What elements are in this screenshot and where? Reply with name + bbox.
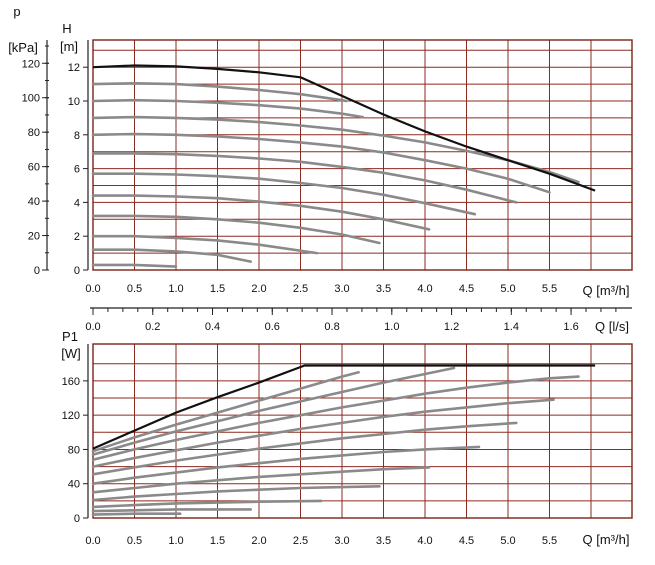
upper-x-axis-title: Q [m³/h]: [583, 283, 630, 298]
speed-curve: [91, 499, 323, 509]
speed-curve: [91, 466, 431, 494]
x-tick-label: 5.0: [500, 535, 515, 547]
plot-frame: [92, 39, 633, 271]
y-tick-label: 12: [68, 62, 80, 74]
y-tick-label: 0: [74, 265, 80, 277]
y-tick-label: 80: [68, 444, 80, 456]
max-envelope-curve: [92, 64, 596, 192]
kpa-tick-label: 20: [28, 231, 40, 243]
speed-curve: [91, 485, 381, 502]
upper-left-axis-title-H: H: [62, 21, 71, 36]
x-tick-label: 5.0: [500, 283, 515, 295]
ls-axis-title: Q [l/s]: [595, 319, 629, 334]
speed-curve: [91, 375, 580, 461]
lower-left-axis-title-W: [W]: [61, 346, 81, 361]
y-tick-label: 2: [74, 231, 80, 243]
x-tick-label: 2.0: [251, 283, 266, 295]
speed-curve: [91, 398, 555, 468]
ls-tick-label: 0.6: [265, 321, 280, 333]
ls-tick-label: 0.8: [324, 321, 339, 333]
speed-curve: [91, 115, 580, 184]
x-tick-label: 3.5: [376, 283, 391, 295]
speed-curve: [91, 234, 319, 255]
lower-left-axis-title-P1: P1: [62, 329, 78, 344]
x-tick-label: 5.5: [542, 535, 557, 547]
x-tick-label: 0.0: [85, 535, 100, 547]
speed-curve: [91, 512, 182, 516]
x-tick-label: 4.0: [417, 535, 432, 547]
ls-tick-label: 1.4: [504, 321, 519, 333]
speed-curve: [91, 132, 551, 194]
x-tick-label: 4.5: [459, 283, 474, 295]
x-tick-label: 1.0: [168, 283, 183, 295]
ls-tick-label: 1.2: [444, 321, 459, 333]
y-tick-label: 10: [68, 96, 80, 108]
x-tick-label: 1.0: [168, 535, 183, 547]
speed-curve: [91, 172, 477, 216]
x-tick-label: 3.0: [334, 283, 349, 295]
speed-curve: [91, 366, 456, 456]
ls-tick-label: 1.6: [563, 321, 578, 333]
speed-curve: [91, 263, 178, 268]
power-chart-panel: 0 40 80 120 160 0.0 0.5 1.0 1.5 2.0 2.5 3.0 3.5 4.0 4.…: [62, 343, 633, 547]
y-tick-label: 120: [62, 410, 80, 422]
ls-tick-label: 1.0: [384, 321, 399, 333]
speed-curve: [91, 152, 518, 204]
x-tick-label: 5.5: [542, 283, 557, 295]
x-tick-label: 4.5: [459, 535, 474, 547]
y-tick-label: 160: [62, 376, 80, 388]
speed-curve: [91, 248, 252, 263]
upper-left-axis-title-m: [m]: [60, 39, 78, 54]
max-envelope-curve: [92, 364, 596, 450]
x-tick-label: 0.0: [85, 283, 100, 295]
speed-curve: [91, 214, 381, 245]
x-tick-label: 1.5: [210, 283, 225, 295]
speed-curve: [91, 371, 360, 453]
speed-curve: [91, 445, 481, 485]
speed-curve: [91, 421, 518, 476]
y-tick-label: 40: [68, 479, 80, 491]
x-tick-label: 2.5: [293, 283, 308, 295]
x-tick-label: 0.5: [127, 283, 142, 295]
x-tick-label: 4.0: [417, 283, 432, 295]
upper-left-axis-title-p: p: [13, 4, 20, 19]
speed-curve: [91, 98, 365, 119]
kpa-tick-label: 40: [28, 196, 40, 208]
x-tick-label: 3.0: [334, 535, 349, 547]
speed-curve: [91, 508, 252, 513]
y-tick-label: 6: [74, 164, 80, 176]
ls-axis-ticks: 0.0 0.2 0.4 0.6 0.8 1.0 1.2 1.4 1.6: [85, 308, 617, 333]
y-tick-label: 0: [74, 513, 80, 525]
x-tick-label: 0.5: [127, 535, 142, 547]
upper-left-axis-title-kpa: [kPa]: [8, 40, 38, 55]
y-tick-label: 8: [74, 130, 80, 142]
kpa-tick-label: 120: [22, 58, 40, 70]
kpa-tick-label: 80: [28, 127, 40, 139]
speed-curve: [91, 81, 348, 103]
kpa-tick-label: 60: [28, 162, 40, 174]
ls-tick-label: 0.2: [145, 321, 160, 333]
ls-tick-label: 0.0: [85, 321, 100, 333]
ls-tick-label: 0.4: [205, 321, 220, 333]
plot-frame: [92, 343, 633, 519]
kpa-tick-label: 0: [34, 265, 40, 277]
lower-x-axis-title: Q [m³/h]: [583, 532, 630, 547]
x-tick-label: 1.5: [210, 535, 225, 547]
kpa-tick-label: 100: [22, 93, 40, 105]
speed-curve: [91, 194, 431, 231]
x-tick-label: 3.5: [376, 535, 391, 547]
x-tick-label: 2.0: [251, 535, 266, 547]
x-tick-label: 2.5: [293, 535, 308, 547]
y-tick-label: 4: [74, 197, 80, 209]
